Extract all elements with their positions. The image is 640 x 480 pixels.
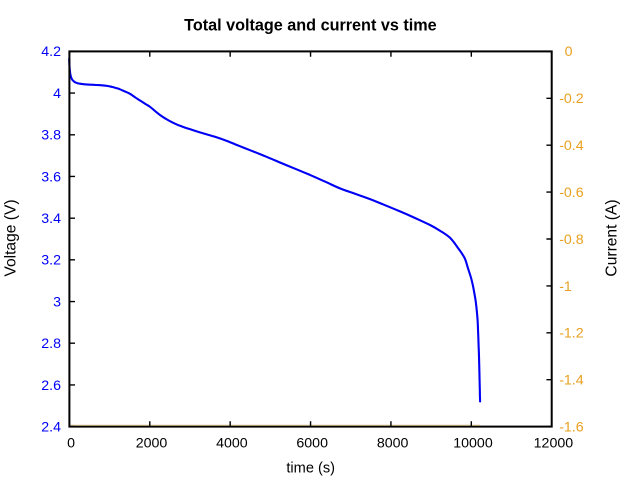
svg-text:3.8: 3.8 [41, 128, 61, 144]
svg-text:4.2: 4.2 [41, 44, 61, 60]
svg-text:-0.4: -0.4 [559, 138, 584, 154]
svg-text:12000: 12000 [534, 436, 574, 452]
svg-text:-1.4: -1.4 [559, 373, 584, 389]
svg-text:8000: 8000 [377, 436, 409, 452]
svg-text:-1.2: -1.2 [559, 326, 584, 342]
svg-text:6000: 6000 [296, 436, 328, 452]
svg-text:3: 3 [53, 294, 61, 310]
svg-text:2000: 2000 [136, 436, 168, 452]
svg-text:3.6: 3.6 [41, 169, 61, 185]
svg-text:2.8: 2.8 [41, 336, 61, 352]
svg-text:Voltage (V): Voltage (V) [3, 199, 20, 276]
svg-text:-0.8: -0.8 [559, 232, 584, 248]
svg-text:3.4: 3.4 [41, 211, 61, 227]
svg-text:4: 4 [53, 86, 61, 102]
svg-text:10000: 10000 [453, 436, 493, 452]
svg-text:-1: -1 [559, 279, 572, 295]
svg-text:0: 0 [67, 436, 75, 452]
svg-text:time (s): time (s) [286, 460, 335, 476]
svg-text:Total voltage and current vs t: Total voltage and current vs time [184, 17, 436, 35]
svg-text:Current (A): Current (A) [604, 199, 621, 276]
svg-text:-0.6: -0.6 [559, 185, 584, 201]
svg-text:0: 0 [565, 44, 573, 60]
svg-text:-0.2: -0.2 [559, 91, 584, 107]
svg-text:2.4: 2.4 [41, 420, 61, 436]
svg-text:-1.6: -1.6 [559, 420, 584, 436]
svg-text:2.6: 2.6 [41, 378, 61, 394]
svg-text:3.2: 3.2 [41, 253, 61, 269]
svg-text:4000: 4000 [216, 436, 248, 452]
